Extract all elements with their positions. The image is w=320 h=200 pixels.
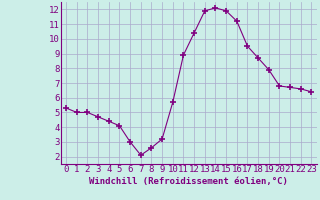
X-axis label: Windchill (Refroidissement éolien,°C): Windchill (Refroidissement éolien,°C): [89, 177, 288, 186]
